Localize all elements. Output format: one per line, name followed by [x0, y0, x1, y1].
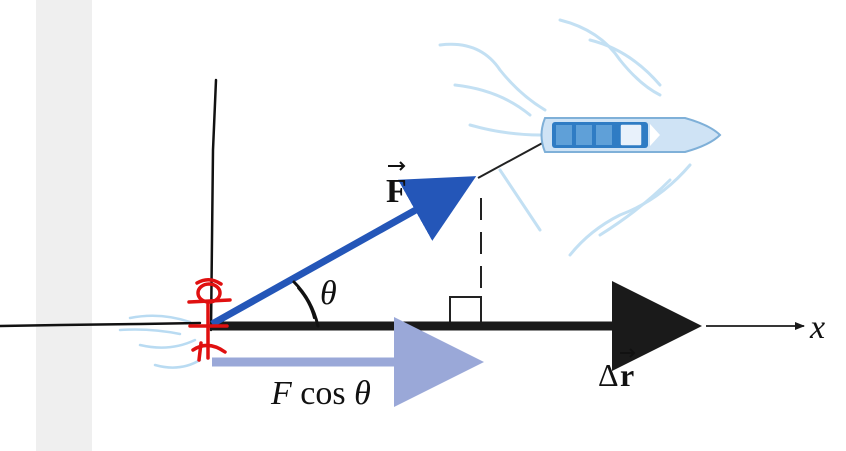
displacement-vector-arrow-icon: [620, 348, 636, 358]
component-label-cos: cos: [292, 375, 354, 412]
water-wake-boat: [438, 18, 692, 257]
theta-label: θ: [320, 275, 337, 312]
theta-angle-arc-inner: [297, 287, 315, 319]
force-label: F: [386, 173, 407, 210]
force-arrow: [210, 176, 477, 328]
sidebar-strip: [36, 0, 92, 451]
component-label-theta: θ: [354, 375, 371, 412]
sketch-horizontal-line: [0, 321, 202, 328]
x-axis-label: x: [809, 309, 825, 346]
right-angle-icon: [449, 296, 482, 326]
displacement-r-label: r: [620, 357, 634, 393]
boat-icon: [540, 117, 722, 153]
theta-angle-arc: [292, 280, 320, 328]
component-label-f: F: [270, 375, 293, 412]
displacement-delta-label: Δ: [598, 357, 619, 393]
water-wake-left: [118, 314, 202, 369]
sketch-vertical-line: [209, 78, 218, 332]
person-sketch-icon: [187, 278, 232, 362]
component-label: F cos θ: [270, 375, 371, 412]
tow-rope: [477, 139, 549, 179]
force-vector-arrow-icon: [388, 161, 406, 171]
